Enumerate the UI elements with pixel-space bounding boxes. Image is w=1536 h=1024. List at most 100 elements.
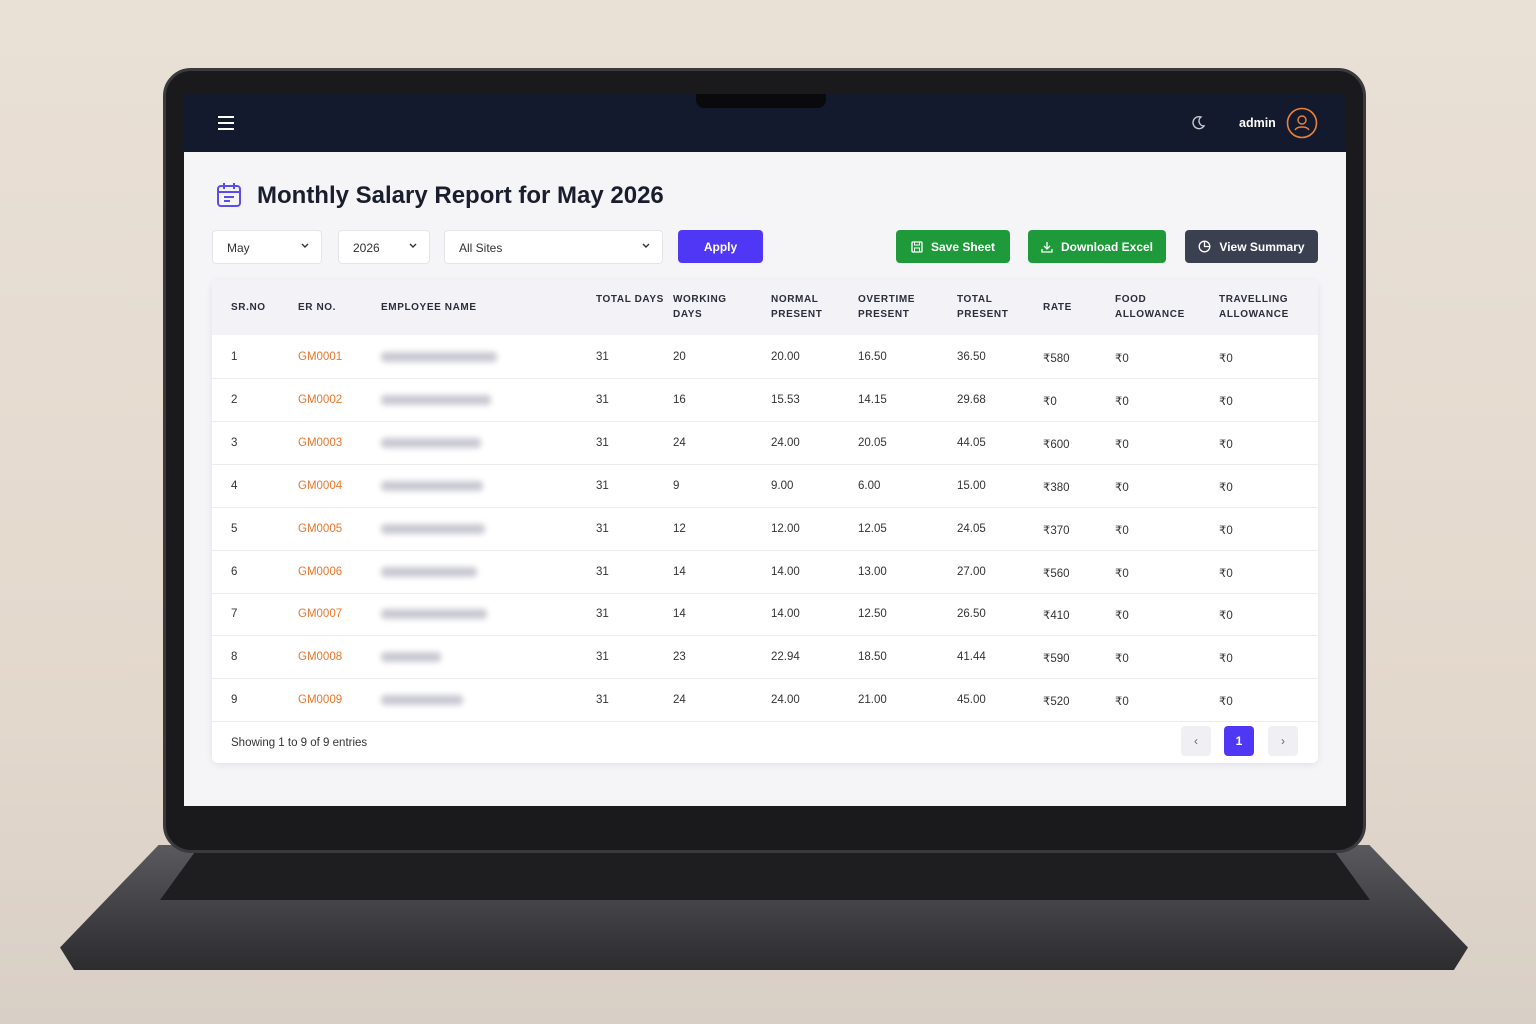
table-cell: 12.00 [771, 522, 800, 535]
button-label: Save Sheet [930, 239, 996, 254]
employee-id[interactable]: GM0008 [298, 651, 343, 664]
table-cell: 24.05 [957, 522, 986, 535]
table-cell: 18.50 [858, 651, 887, 664]
table-cell: 36.50 [957, 351, 986, 363]
table-cell: 15.00 [957, 479, 986, 492]
column-header: TOTAL DAYS [596, 294, 664, 305]
blurred-name [381, 695, 463, 706]
table-cell: 9 [673, 479, 680, 492]
download-excel-button[interactable]: Download Excel [1028, 230, 1166, 263]
keyboard [160, 850, 1370, 900]
salary-table: SR.NO ER NO. EMPLOYEE NAME TOTAL DAYS WORKIN… [212, 280, 1318, 763]
table-cell: ₹0 [1219, 438, 1233, 451]
menu-icon[interactable] [218, 116, 234, 130]
table-cell: ₹410 [1043, 610, 1070, 623]
table-cell: 16.50 [858, 351, 887, 363]
table-cell: ₹580 [1043, 353, 1070, 365]
table-cell: 24.00 [771, 694, 800, 707]
table-cell: ₹0 [1219, 481, 1233, 494]
table-cell: 27.00 [957, 565, 986, 578]
table-cell: 21.00 [858, 694, 887, 707]
table-cell: ₹0 [1115, 438, 1129, 451]
table-cell: 6.00 [858, 479, 881, 492]
view-summary-button[interactable]: View Summary [1185, 230, 1318, 263]
table-header: SR.NO ER NO. EMPLOYEE NAME TOTAL DAYS WORKIN… [212, 280, 1318, 335]
table-row: 8 GM0008 31 23 22.94 18.50 41.44 ₹590 ₹0 ₹0 [212, 636, 1318, 680]
table-cell: ₹380 [1043, 481, 1070, 494]
table-row: 9 GM0009 31 24 24.00 21.00 45.00 ₹520 ₹0 ₹0 [212, 679, 1318, 723]
theme-toggle[interactable] [1190, 115, 1206, 131]
table-cell: 12 [673, 522, 686, 535]
column-header: ER NO. [298, 302, 337, 313]
table-cell: 3 [231, 436, 238, 449]
column-header: WORKING DAYS [673, 294, 727, 320]
employee-id[interactable]: GM0009 [298, 694, 343, 707]
table-cell: ₹0 [1219, 567, 1233, 580]
table-cell: ₹600 [1043, 438, 1070, 451]
next-page[interactable]: › [1268, 726, 1298, 756]
employee-id[interactable]: GM0006 [298, 565, 343, 578]
column-header: RATE [1043, 302, 1072, 313]
save-sheet-button[interactable]: Save Sheet [896, 230, 1010, 263]
table-row: 3 GM0003 31 24 24.00 20.05 44.05 ₹600 ₹0 ₹0 [212, 422, 1318, 465]
apply-button[interactable]: Apply [678, 230, 763, 263]
table-cell: ₹560 [1043, 567, 1070, 580]
employee-id[interactable]: GM0002 [298, 393, 343, 406]
table-cell: 31 [596, 479, 609, 492]
table-cell: 12.50 [858, 608, 887, 621]
month-select[interactable]: May [212, 230, 322, 264]
table-cell: 23 [673, 651, 686, 664]
table-cell: 31 [596, 565, 609, 578]
avatar[interactable] [1286, 107, 1318, 139]
employee-id[interactable]: GM0001 [298, 351, 343, 363]
employee-id[interactable]: GM0004 [298, 479, 343, 492]
camera-notch [696, 94, 826, 108]
table-cell: 31 [596, 651, 609, 664]
year-select[interactable]: 2026 [338, 230, 430, 264]
screen: admin Monthly Salary Report for May 2026… [184, 94, 1346, 806]
user-name: admin [1239, 116, 1276, 130]
page-title: Monthly Salary Report for May 2026 [257, 182, 664, 209]
table-cell: 29.68 [957, 393, 986, 406]
prev-page[interactable]: ‹ [1181, 726, 1211, 756]
entries-info: Showing 1 to 9 of 9 entries [231, 737, 368, 749]
column-header: OVERTIME PRESENT [858, 294, 916, 320]
table-cell: ₹0 [1115, 696, 1129, 709]
table-cell: ₹0 [1115, 481, 1129, 494]
table-cell: ₹0 [1115, 653, 1129, 666]
site-select[interactable]: All Sites [444, 230, 663, 264]
table-cell: 14.00 [771, 565, 800, 578]
employee-id[interactable]: GM0003 [298, 436, 343, 449]
page-button[interactable]: 1 [1224, 726, 1254, 756]
table-cell: ₹0 [1115, 567, 1129, 580]
column-header: TOTAL PRESENT [957, 294, 1009, 320]
table-row: 7 GM0007 31 14 14.00 12.50 26.50 ₹410 ₹0 ₹0 [212, 593, 1318, 637]
table-cell: 14 [673, 608, 686, 621]
table-cell: 14 [673, 565, 686, 578]
table-cell: 5 [231, 522, 238, 535]
calendar-icon [217, 183, 241, 207]
employee-id[interactable]: GM0005 [298, 522, 343, 535]
table-cell: 4 [231, 479, 238, 492]
table-cell: ₹0 [1219, 524, 1233, 537]
table-cell: 9 [231, 694, 238, 707]
table-cell: 24 [673, 436, 686, 449]
table-cell: ₹0 [1219, 395, 1233, 408]
table-cell: 16 [673, 393, 686, 406]
table-cell: 24.00 [771, 436, 800, 449]
table-cell: 22.94 [771, 651, 800, 664]
table-cell: ₹0 [1115, 610, 1129, 623]
blurred-name [381, 523, 485, 534]
month-value: May [227, 241, 250, 255]
table-cell: ₹0 [1219, 610, 1233, 623]
table-cell: 12.05 [858, 522, 887, 535]
table-cell: ₹520 [1043, 696, 1070, 709]
column-header: EMPLOYEE NAME [381, 302, 477, 313]
table-row: 1 GM0001 31 20 20.00 16.50 36.50 ₹580 ₹0 ₹0 [212, 336, 1318, 379]
table-cell: 15.53 [771, 393, 800, 406]
employee-id[interactable]: GM0007 [298, 608, 343, 621]
table-cell: ₹590 [1043, 653, 1070, 666]
table-cell: 7 [231, 608, 238, 621]
table-cell: 8 [231, 651, 238, 664]
